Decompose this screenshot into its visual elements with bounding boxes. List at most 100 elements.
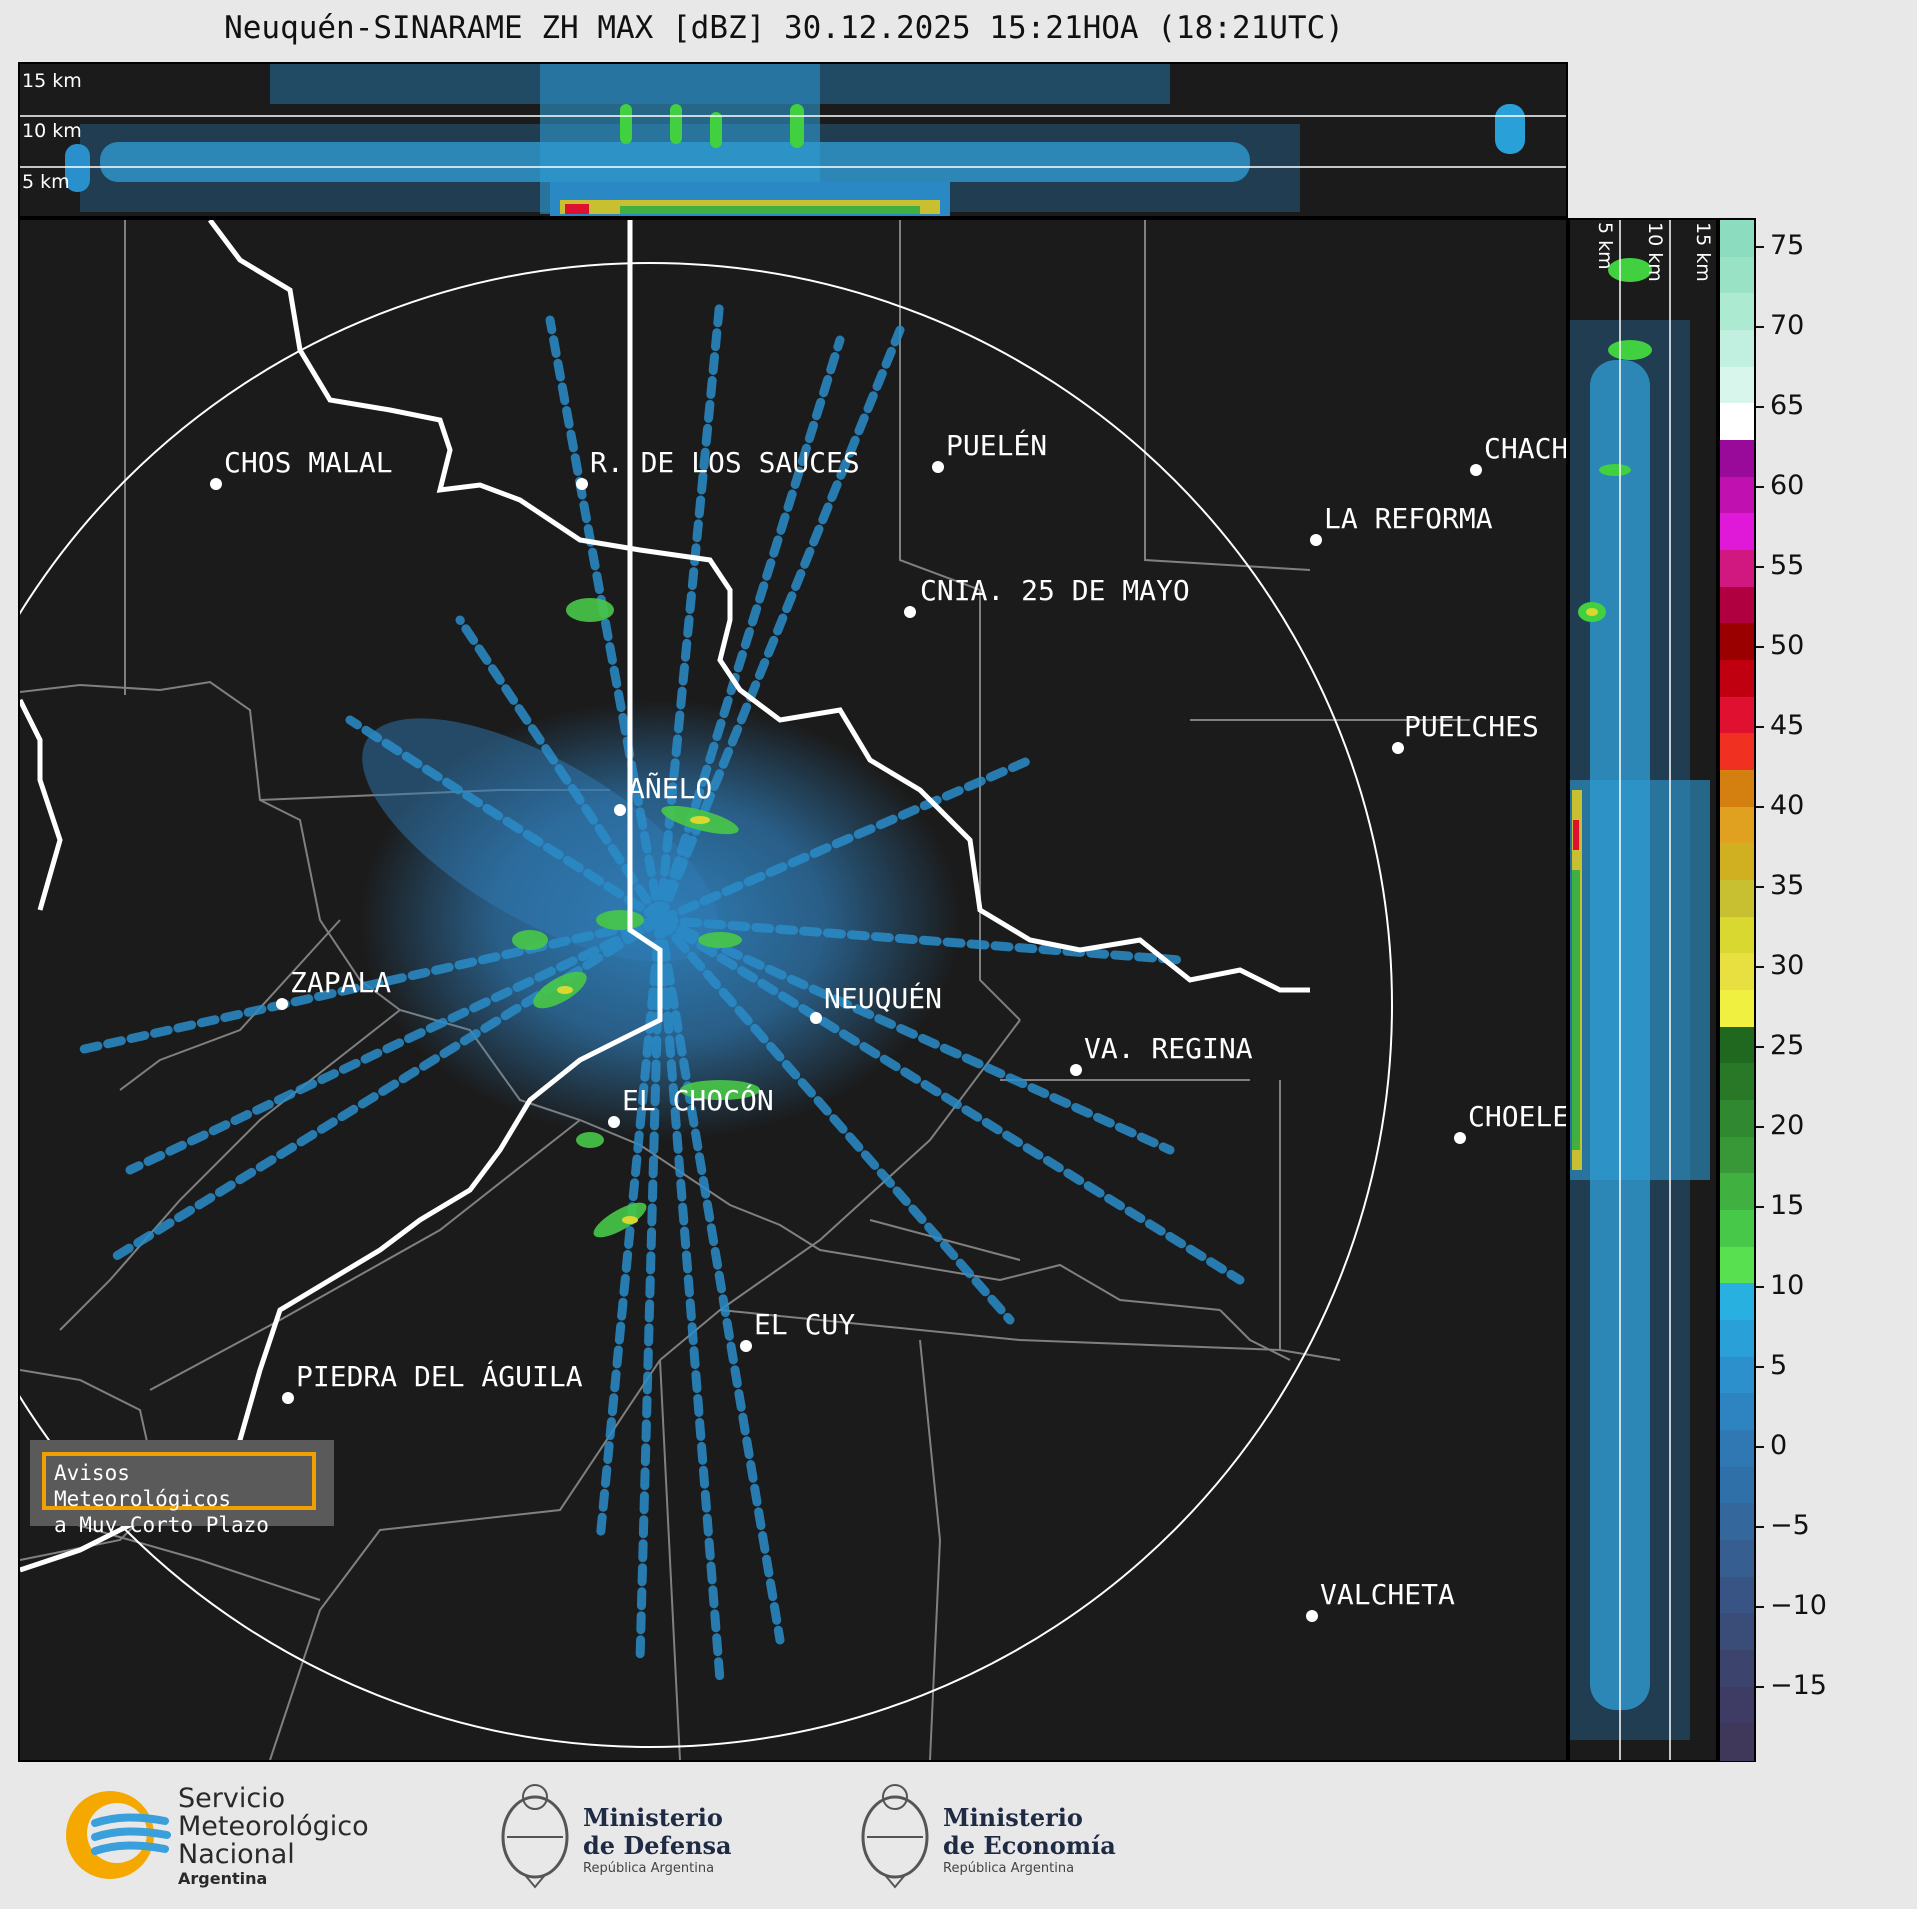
colorbar-tick-label: 45 [1770, 710, 1805, 741]
colorbar-segment [1720, 1430, 1754, 1468]
colorbar-tick-label: 25 [1770, 1030, 1805, 1061]
colorbar-tick-label: 15 [1770, 1190, 1805, 1221]
defensa-logo-line-3: República Argentina [583, 1861, 715, 1876]
city-dot-choele-choel [1454, 1132, 1466, 1144]
colorbar-segment [1720, 220, 1754, 258]
colorbar-tick-mark [1756, 1206, 1764, 1208]
economia-coat-of-arms-icon [861, 1784, 929, 1889]
colorbar-segment [1720, 1136, 1754, 1175]
city-dot-puelches [1392, 742, 1404, 754]
city-dot-el-cuy [740, 1340, 752, 1352]
city-label-rincon-de-los-sauces: R. DE LOS SAUCES [590, 446, 860, 479]
colorbar-tick-label: 0 [1770, 1430, 1788, 1461]
colorbar-segment [1720, 1613, 1754, 1651]
colorbar-tick-label: 20 [1770, 1110, 1805, 1141]
altitude-label-5km: 5 km [22, 171, 70, 193]
colorbar-segment [1720, 1026, 1754, 1065]
colorbar-tick-mark [1756, 886, 1764, 888]
city-label-valcheta: VALCHETA [1320, 1578, 1455, 1611]
avisos-box[interactable]: Avisos Meteorológicos a Muy Corto Plazo [30, 1440, 334, 1537]
city-dot-el-chocon [608, 1116, 620, 1128]
colorbar-tick-mark [1756, 1526, 1764, 1528]
colorbar-segment [1720, 293, 1754, 331]
range-ring [20, 262, 1393, 1748]
altitude-label-10km: 10 km [22, 120, 82, 142]
city-dot-la-reforma [1310, 534, 1322, 546]
colorbar-tick-label: 65 [1770, 390, 1805, 421]
colorbar-tick-label: 60 [1770, 470, 1805, 501]
colorbar-segment [1720, 916, 1754, 955]
colorbar-tick-label: −10 [1770, 1590, 1827, 1621]
economia-logo-line-3: República Argentina [943, 1861, 1075, 1876]
top-cross-section-plot [20, 64, 1566, 216]
colorbar-segment [1720, 1393, 1754, 1431]
colorbar-tick-label: 50 [1770, 630, 1805, 661]
colorbar-segment [1720, 843, 1754, 881]
colorbar-segment [1720, 696, 1754, 735]
colorbar-tick-label: 30 [1770, 950, 1805, 981]
defensa-logo: Ministerio de Defensa República Argentin… [495, 1775, 755, 1895]
colorbar-tick-mark [1756, 1046, 1764, 1048]
colorbar-tick-mark [1756, 1686, 1764, 1688]
colorbar-segment [1720, 476, 1754, 515]
top-cross-section-panel: 15 km 10 km 5 km [18, 62, 1568, 218]
radar-map-plot [20, 220, 1470, 1760]
colorbar-segment [1720, 1063, 1754, 1101]
colorbar-segment [1720, 366, 1754, 405]
city-label-neuquen: NEUQUÉN [824, 982, 943, 1015]
city-dot-chachahuen [1470, 464, 1482, 476]
city-label-chos-malal: CHOS MALAL [224, 446, 393, 479]
colorbar-tick-label: −5 [1770, 1510, 1810, 1541]
city-dot-villa-regina [1070, 1064, 1082, 1076]
city-label-puelen: PUELÉN [946, 429, 1048, 462]
city-dot-neuquen [810, 1012, 822, 1024]
city-dot-piedra-del-aguila [282, 1392, 294, 1404]
city-dot-anelo [614, 804, 626, 816]
colorbar-tick-label: 55 [1770, 550, 1805, 581]
city-dot-valcheta [1306, 1610, 1318, 1622]
smn-logo-line-3: Nacional [178, 1839, 295, 1870]
colorbar-segment [1720, 1466, 1754, 1505]
colorbar-tick-mark [1756, 406, 1764, 408]
avisos-link[interactable]: Avisos Meteorológicos a Muy Corto Plazo [42, 1452, 316, 1537]
colorbar-segment [1720, 1210, 1754, 1248]
map-title: Neuquén-SINARAME ZH MAX [dBZ] 30.12.2025… [224, 10, 1344, 46]
city-label-piedra-del-aguila: PIEDRA DEL ÁGUILA [296, 1360, 583, 1393]
avisos-line-2: a Muy Corto Plazo [54, 1513, 269, 1537]
city-label-colonia-25-de-mayo: CNIA. 25 DE MAYO [920, 574, 1190, 607]
smn-logo: Servicio Meteorológico Nacional Argentin… [55, 1783, 395, 1888]
colorbar-tick-label: 75 [1770, 230, 1805, 261]
colorbar-segment [1720, 256, 1754, 295]
colorbar-segment [1720, 586, 1754, 625]
colorbar-segment [1720, 1356, 1754, 1395]
avisos-line-1: Avisos Meteorológicos [54, 1461, 232, 1511]
city-label-choele-choel: CHOELE [1468, 1100, 1568, 1133]
colorbar-segment [1720, 623, 1754, 661]
colorbar-segment [1720, 1320, 1754, 1358]
economia-logo: Ministerio de Economía República Argenti… [855, 1775, 1135, 1895]
city-dot-chos-malal [210, 478, 222, 490]
colorbar-segment [1720, 953, 1754, 991]
colorbar-tick-label: 35 [1770, 870, 1805, 901]
colorbar-segment [1720, 1540, 1754, 1578]
side-cross-section-plot [1570, 220, 1710, 1760]
city-label-el-cuy: EL CUY [754, 1308, 856, 1341]
colorbar-segment [1720, 1283, 1754, 1321]
altitude-label-15km: 15 km [22, 70, 82, 92]
defensa-logo-line-1: Ministerio [583, 1803, 723, 1832]
city-dot-zapala [276, 998, 288, 1010]
city-label-chachahuen: CHACH [1484, 432, 1568, 465]
colorbar-segment [1720, 403, 1754, 441]
colorbar-tick-label: 70 [1770, 310, 1805, 341]
side-altitude-label-5km: 5 km [1594, 222, 1616, 270]
colorbar-segment [1720, 550, 1754, 588]
colorbar-segment [1720, 806, 1754, 845]
city-dot-colonia-25-de-mayo [904, 606, 916, 618]
city-label-la-reforma: LA REFORMA [1324, 502, 1493, 535]
smn-logo-line-1: Servicio [178, 1783, 286, 1814]
colorbar-tick-label: −15 [1770, 1670, 1827, 1701]
colorbar-segment [1720, 990, 1754, 1028]
city-label-zapala: ZAPALA [290, 966, 392, 999]
colorbar-segment [1720, 1100, 1754, 1138]
city-dot-puelen [932, 461, 944, 473]
